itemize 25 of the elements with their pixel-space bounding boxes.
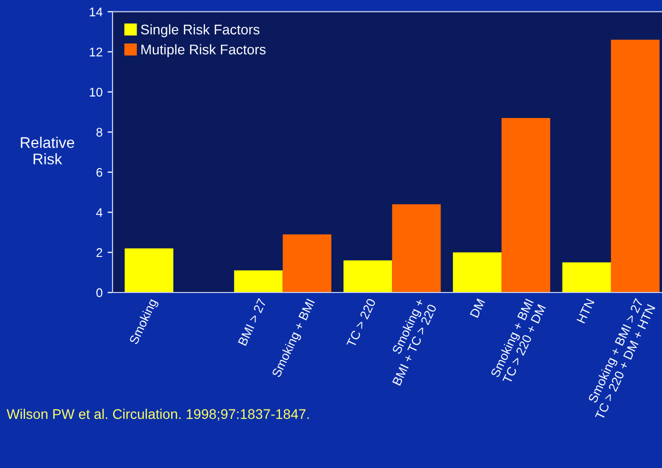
bar — [610, 40, 660, 292]
x-tick-label: TC > 220 — [346, 298, 376, 348]
bar — [562, 262, 611, 292]
y-axis-title: Relative Risk — [20, 136, 74, 164]
legend-label: Single Risk Factors — [140, 24, 260, 38]
text: Wilson PW et al. Circulation. 1998;97:1837-1847. — [6, 408, 309, 421]
y-tick-label: 2 — [96, 248, 102, 257]
legend-label: Mutiple Risk Factors — [141, 44, 266, 58]
bar — [234, 270, 283, 292]
bar — [124, 248, 174, 292]
y-tick-label: 6 — [96, 168, 102, 177]
bar — [452, 252, 502, 292]
bar — [282, 234, 332, 292]
bar — [344, 260, 392, 292]
x-tick-label: HTN — [576, 298, 594, 324]
y-tick-label: 8 — [96, 128, 102, 137]
y-tick-label: 14 — [90, 8, 102, 16]
y-tick-label: 12 — [90, 48, 102, 56]
bar — [392, 204, 441, 292]
x-tick-label: BMI > 27 — [238, 298, 266, 346]
x-tick-label: DM — [470, 298, 485, 318]
y-tick-label: 10 — [90, 88, 102, 97]
bar — [502, 118, 550, 292]
y-tick-label: 0 — [96, 288, 102, 298]
y-tick-label: 4 — [96, 208, 102, 217]
